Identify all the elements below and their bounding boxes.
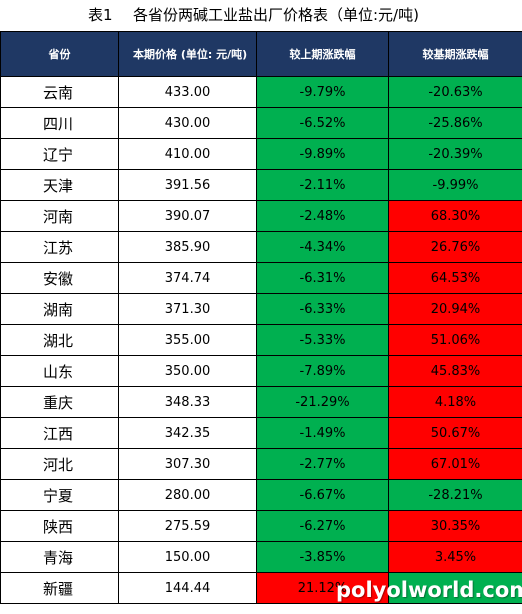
province-cell: 天津 [0,169,119,201]
province-cell: 湖北 [0,324,119,356]
vs-base-cell: -9.99% [388,169,522,201]
vs-prev-cell: -6.27% [256,510,389,542]
province-cell: 江西 [0,417,119,449]
price-cell: 307.30 [118,448,257,480]
price-cell: 430.00 [118,107,257,139]
province-cell: 江苏 [0,231,119,263]
header-vs-base: 较基期涨跌幅 [388,31,522,77]
price-cell: 144.44 [118,572,257,604]
price-cell: 350.00 [118,355,257,387]
vs-prev-cell: -2.48% [256,200,389,232]
vs-base-cell: -25.86% [388,107,522,139]
vs-prev-cell: 21.12% [256,572,389,604]
vs-prev-cell: -3.85% [256,541,389,573]
vs-base-cell: -20.39% [388,138,522,170]
vs-base-cell: 3.45% [388,541,522,573]
vs-base-cell: 30.35% [388,510,522,542]
province-cell: 河南 [0,200,119,232]
vs-prev-cell: -6.52% [256,107,389,139]
vs-base-cell: 64.53% [388,262,522,294]
province-cell: 青海 [0,541,119,573]
table-row: 新疆 144.44 21.12% [0,572,522,604]
table-row: 辽宁 410.00 -9.89% -20.39% [0,138,522,170]
table-row: 重庆 348.33 -21.29% 4.18% [0,386,522,418]
price-cell: 390.07 [118,200,257,232]
price-cell: 433.00 [118,76,257,108]
vs-base-cell: 20.94% [388,293,522,325]
province-cell: 宁夏 [0,479,119,511]
province-cell: 新疆 [0,572,119,604]
vs-prev-cell: -21.29% [256,386,389,418]
province-cell: 重庆 [0,386,119,418]
vs-prev-cell: -6.31% [256,262,389,294]
vs-base-cell: 68.30% [388,200,522,232]
vs-base-cell: 50.67% [388,417,522,449]
table-body: 云南 433.00 -9.79% -20.63% 四川 430.00 -6.52% -25.8… [0,76,522,604]
table-row: 湖南 371.30 -6.33% 20.94% [0,293,522,325]
price-cell: 371.30 [118,293,257,325]
price-cell: 385.90 [118,231,257,263]
province-cell: 安徽 [0,262,119,294]
province-cell: 云南 [0,76,119,108]
table-caption: 各省份两碱工业盐出厂价格表（单位:元/吨) [133,6,419,24]
table-row: 江苏 385.90 -4.34% 26.76% [0,231,522,263]
header-row: 省份 本期价格 (单位: 元/吨) 较上期涨跌幅 较基期涨跌幅 [0,31,522,77]
vs-prev-cell: -9.89% [256,138,389,170]
table-number: 表1 [88,6,113,24]
price-cell: 348.33 [118,386,257,418]
province-cell: 四川 [0,107,119,139]
vs-prev-cell: -7.89% [256,355,389,387]
price-cell: 410.00 [118,138,257,170]
price-cell: 280.00 [118,479,257,511]
price-table: 省份 本期价格 (单位: 元/吨) 较上期涨跌幅 较基期涨跌幅 云南 433.00… [0,31,522,604]
province-cell: 湖南 [0,293,119,325]
vs-prev-cell: -6.67% [256,479,389,511]
table-row: 河南 390.07 -2.48% 68.30% [0,200,522,232]
vs-prev-cell: -5.33% [256,324,389,356]
table-row: 云南 433.00 -9.79% -20.63% [0,76,522,108]
header-vs-prev: 较上期涨跌幅 [256,31,389,77]
vs-base-cell: 45.83% [388,355,522,387]
vs-prev-cell: -6.33% [256,293,389,325]
vs-base-cell: -20.63% [388,76,522,108]
province-cell: 辽宁 [0,138,119,170]
header-province: 省份 [0,31,119,77]
table-row: 湖北 355.00 -5.33% 51.06% [0,324,522,356]
province-cell: 山东 [0,355,119,387]
table-row: 天津 391.56 -2.11% -9.99% [0,169,522,201]
vs-prev-cell: -2.11% [256,169,389,201]
table-title: 表1 各省份两碱工业盐出厂价格表（单位:元/吨) [0,0,522,31]
table-row: 安徽 374.74 -6.31% 64.53% [0,262,522,294]
price-cell: 150.00 [118,541,257,573]
price-cell: 355.00 [118,324,257,356]
province-cell: 河北 [0,448,119,480]
price-cell: 391.56 [118,169,257,201]
header-price: 本期价格 (单位: 元/吨) [118,31,257,77]
table-row: 山东 350.00 -7.89% 45.83% [0,355,522,387]
price-cell: 374.74 [118,262,257,294]
table-row: 陕西 275.59 -6.27% 30.35% [0,510,522,542]
vs-base-cell: 51.06% [388,324,522,356]
table-row: 河北 307.30 -2.77% 67.01% [0,448,522,480]
province-cell: 陕西 [0,510,119,542]
vs-base-cell [388,572,522,604]
table-row: 青海 150.00 -3.85% 3.45% [0,541,522,573]
vs-base-cell: 26.76% [388,231,522,263]
vs-base-cell: 4.18% [388,386,522,418]
vs-prev-cell: -9.79% [256,76,389,108]
watermark: polyolworld.com [336,578,522,602]
vs-base-cell: -28.21% [388,479,522,511]
price-cell: 275.59 [118,510,257,542]
vs-prev-cell: -1.49% [256,417,389,449]
price-cell: 342.35 [118,417,257,449]
table-row: 宁夏 280.00 -6.67% -28.21% [0,479,522,511]
vs-prev-cell: -2.77% [256,448,389,480]
table-row: 四川 430.00 -6.52% -25.86% [0,107,522,139]
table-row: 江西 342.35 -1.49% 50.67% [0,417,522,449]
vs-prev-cell: -4.34% [256,231,389,263]
vs-base-cell: 67.01% [388,448,522,480]
